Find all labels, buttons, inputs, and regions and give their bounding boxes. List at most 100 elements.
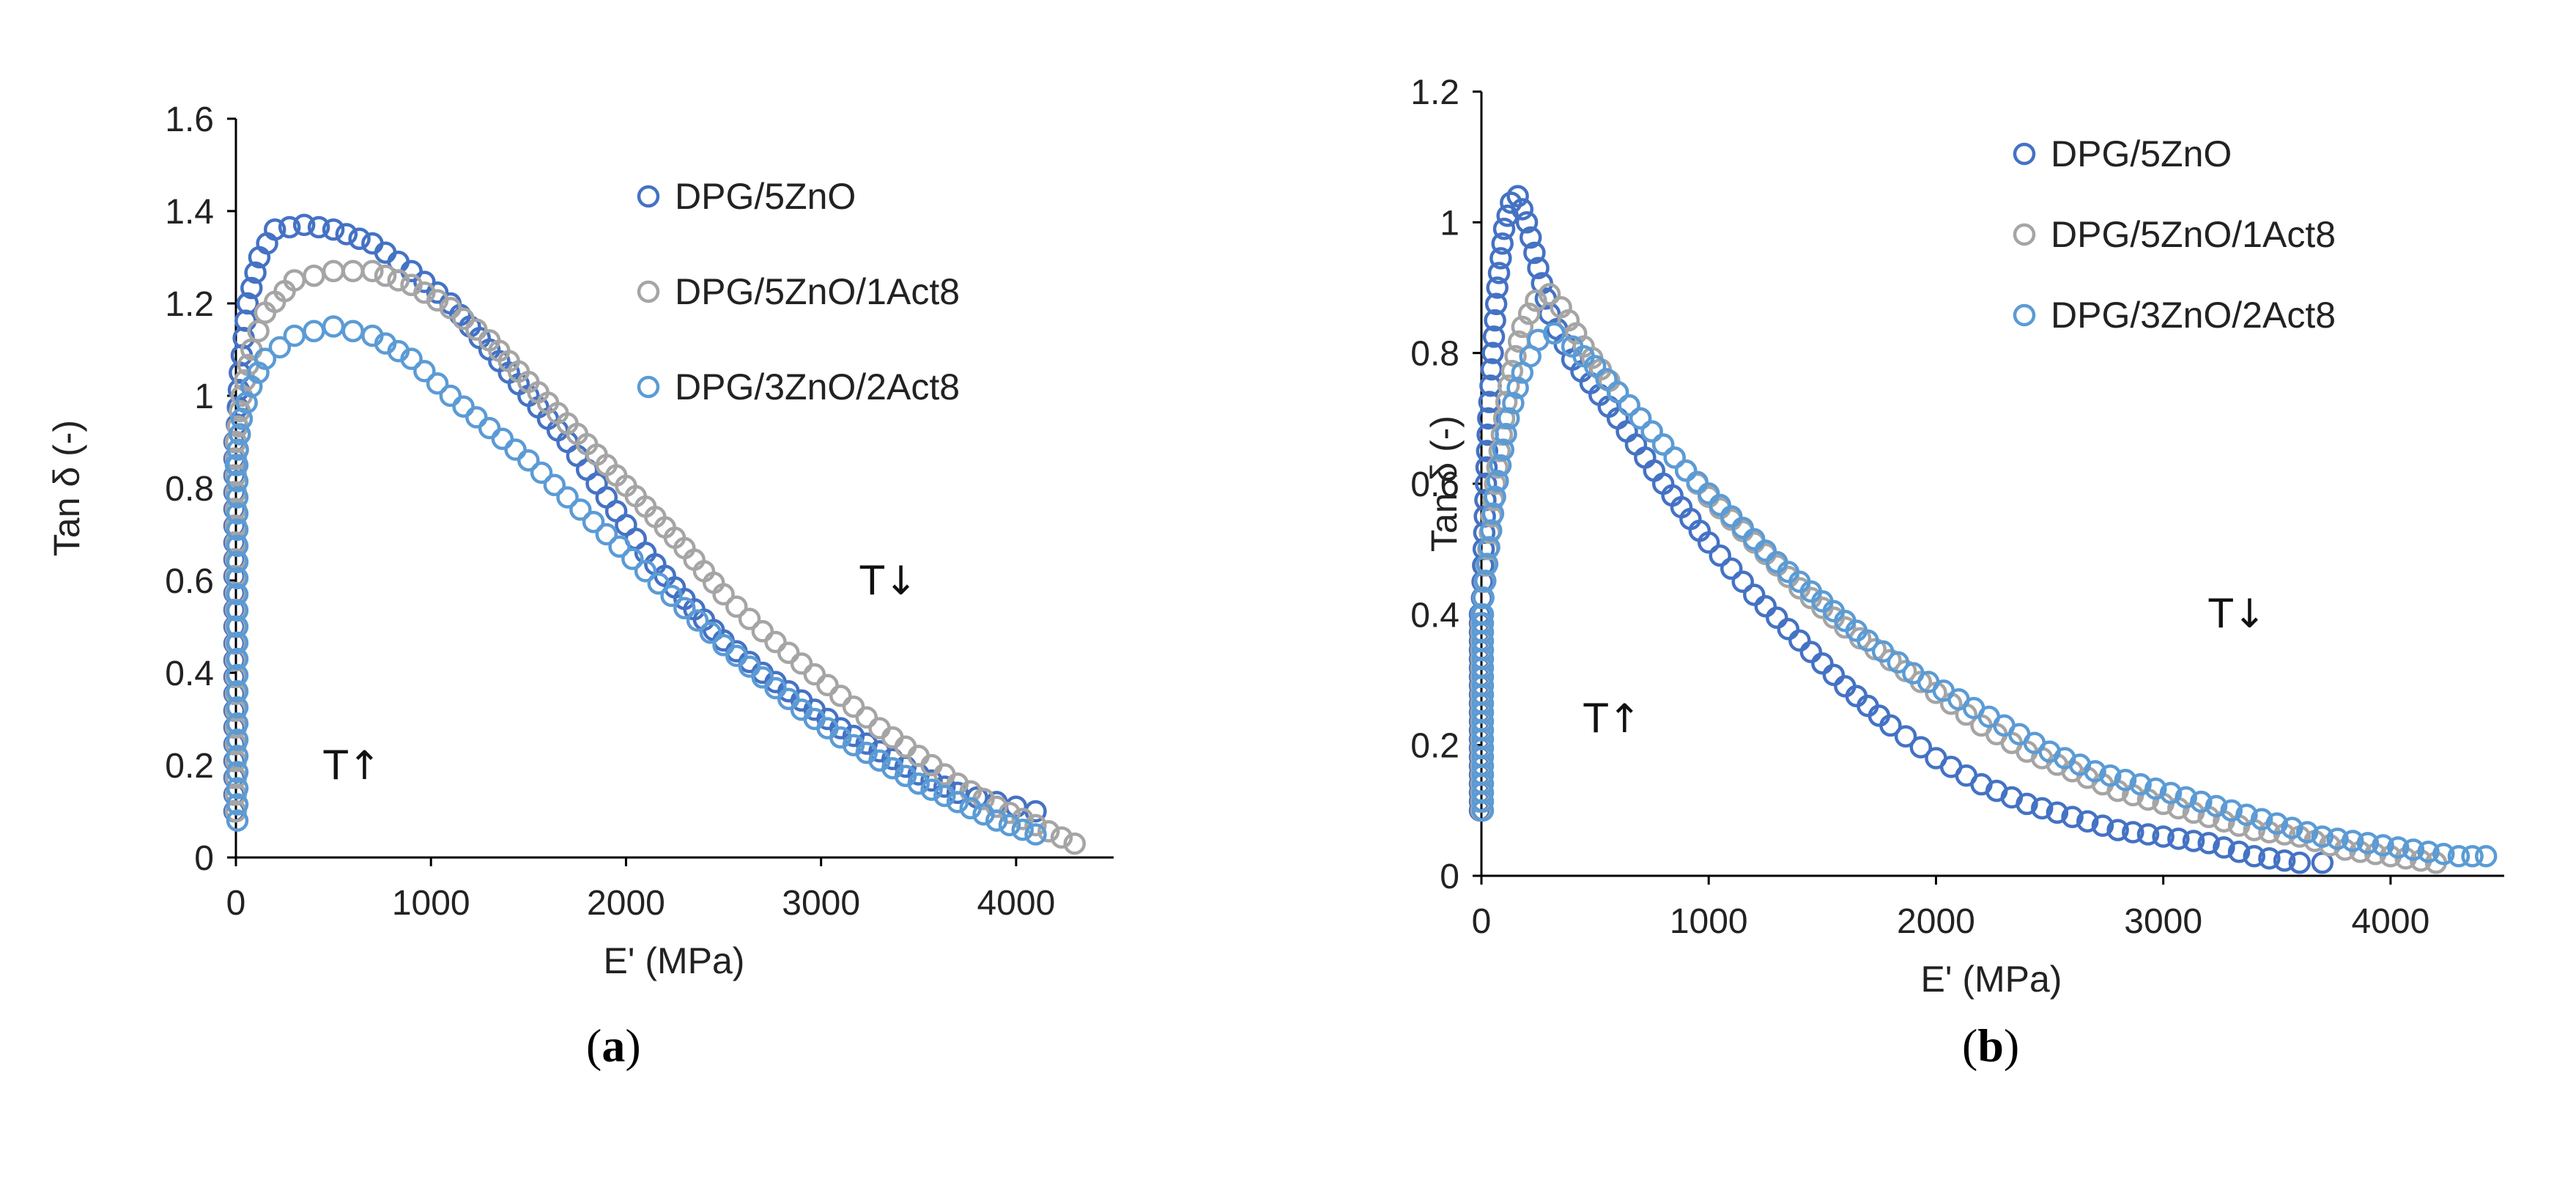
- data-point: [1515, 211, 1539, 234]
- data-point: [1011, 818, 1035, 841]
- data-point: [2432, 843, 2455, 866]
- data-point: [413, 360, 436, 383]
- legend-label: DPG/5ZnO: [675, 176, 856, 217]
- data-point: [226, 502, 249, 525]
- data-point: [2197, 832, 2220, 855]
- data-point: [226, 583, 249, 606]
- data-point: [998, 814, 1021, 837]
- data-point: [920, 769, 943, 792]
- data-point: [236, 292, 259, 315]
- data-point: [751, 620, 774, 643]
- data-point: [907, 745, 930, 767]
- data-point: [374, 264, 397, 287]
- data-point: [615, 514, 637, 536]
- data-point: [244, 261, 267, 284]
- data-point: [2152, 825, 2175, 848]
- data-point: [1799, 641, 1823, 663]
- data-point: [712, 583, 735, 606]
- data-point: [226, 761, 249, 783]
- data-point: [1492, 218, 1516, 240]
- y-tick-label: 1: [1440, 204, 1459, 243]
- legend-marker: [2013, 223, 2036, 246]
- data-point: [686, 609, 709, 632]
- data-point: [1720, 505, 1743, 528]
- data-point: [803, 663, 826, 686]
- data-point: [1063, 832, 1087, 855]
- data-point: [1894, 725, 1917, 748]
- data-point: [2356, 832, 2380, 855]
- data-point: [595, 486, 618, 509]
- x-tick-label: 2000: [1897, 902, 1975, 941]
- data-point: [543, 473, 566, 497]
- data-point: [1050, 826, 1073, 849]
- x-tick-label: 4000: [977, 884, 1055, 923]
- data-point: [224, 454, 248, 476]
- data-point: [790, 652, 813, 675]
- data-point: [777, 641, 800, 664]
- data-point: [2250, 808, 2273, 830]
- data-point: [2099, 764, 2122, 787]
- data-point: [303, 264, 325, 287]
- data-point: [725, 644, 748, 668]
- data-point: [1037, 820, 1060, 843]
- data-point: [361, 259, 384, 283]
- y-tick-label: 1: [194, 377, 214, 416]
- chart-a-canvas: 0 0.2 0.4 0.6 0.8 1 1.2 1.4 1.6 0 1000 2000 3000 4000…: [46, 100, 1114, 981]
- data-point: [2265, 812, 2289, 835]
- data-point: [2447, 845, 2470, 868]
- data-point: [278, 215, 301, 239]
- data-point: [1478, 536, 1500, 558]
- data-point: [2016, 792, 2038, 816]
- data-point: [933, 784, 956, 808]
- data-point: [868, 717, 891, 739]
- data-point: [621, 547, 644, 570]
- data-point: [1489, 454, 1512, 477]
- data-point: [959, 797, 982, 820]
- data-point: [263, 218, 286, 241]
- data-point: [1697, 531, 1720, 554]
- data-point: [2474, 845, 2498, 868]
- data-point: [226, 599, 249, 622]
- data-point: [348, 227, 371, 251]
- data-point: [907, 772, 930, 795]
- data-point: [972, 803, 995, 826]
- data-point: [2213, 836, 2235, 859]
- data-point: [2281, 816, 2303, 839]
- data-point: [387, 269, 410, 292]
- x-tick-label: 2000: [587, 884, 665, 923]
- data-point: [439, 384, 462, 407]
- data-point: [1731, 570, 1755, 593]
- data-point: [842, 695, 865, 718]
- data-point: [226, 615, 249, 638]
- data-point: [1720, 557, 1743, 580]
- x-tick-label: 1000: [1670, 902, 1748, 941]
- data-point: [374, 241, 397, 264]
- data-point: [2190, 790, 2213, 814]
- data-point: [322, 315, 345, 338]
- data-point: [226, 518, 249, 541]
- data-point: [1834, 616, 1857, 639]
- chart-panel-b: 0 0.2 0.4 0.6 0.8 1 1.2 0 1000 2000 3000 4000 Tan δ …: [1288, 0, 2576, 1199]
- data-point: [240, 276, 263, 300]
- data-point: [1484, 292, 1508, 316]
- data-point: [303, 320, 325, 343]
- data-point: [569, 498, 592, 521]
- legend-label: DPG/5ZnO/1Act8: [2051, 214, 2336, 255]
- data-point: [1511, 315, 1534, 339]
- series-2-markers: [1470, 283, 2448, 874]
- data-point: [1497, 407, 1520, 430]
- series-3-markers: [224, 315, 1047, 846]
- data-point: [268, 336, 292, 359]
- data-point: [1517, 302, 1541, 325]
- data-point: [341, 320, 364, 343]
- data-point: [1651, 433, 1675, 456]
- data-point: [292, 213, 316, 237]
- legend-label: DPG/3ZnO/2Act8: [675, 366, 960, 407]
- data-point: [2295, 821, 2319, 844]
- data-point: [226, 777, 249, 800]
- data-point: [855, 706, 878, 729]
- data-point: [595, 523, 618, 546]
- data-point: [226, 470, 249, 492]
- data-point: [2061, 805, 2084, 828]
- data-point: [1595, 368, 1618, 391]
